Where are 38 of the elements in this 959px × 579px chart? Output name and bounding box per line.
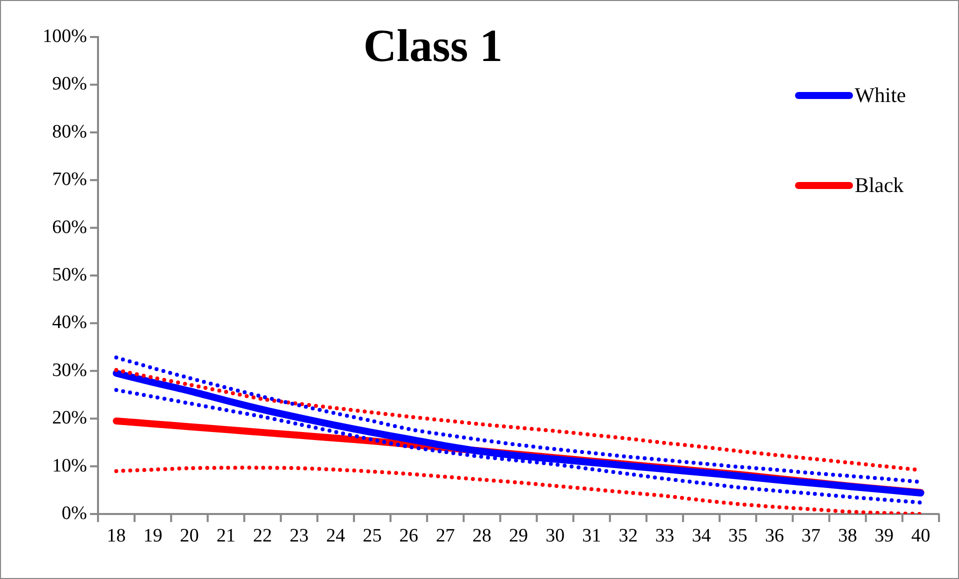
x-tick-label: 28 — [472, 525, 492, 546]
x-tick-label: 39 — [874, 525, 894, 546]
x-tick-label: 18 — [106, 525, 126, 546]
legend-label: White — [854, 82, 906, 108]
x-tick-label: 36 — [764, 525, 784, 546]
x-tick-label: 24 — [326, 525, 346, 546]
x-tick-label: 38 — [838, 525, 858, 546]
x-tick-label: 29 — [509, 525, 528, 546]
x-tick-label: 40 — [911, 525, 930, 546]
y-tick-label: 0% — [62, 502, 88, 524]
chart-title: Class 1 — [362, 19, 504, 72]
y-tick-label: 20% — [52, 408, 88, 429]
legend-label: Black — [854, 172, 904, 198]
line-series — [114, 466, 923, 514]
x-tick-label: 35 — [728, 525, 748, 546]
x-tick-label: 19 — [143, 525, 162, 546]
x-tick-label: 37 — [802, 525, 821, 546]
y-tick-label: 30% — [52, 360, 88, 381]
y-tick-label: 40% — [52, 312, 88, 334]
y-tick-label: 90% — [52, 74, 88, 95]
y-tick-label: 80% — [52, 121, 88, 142]
x-tick-label: 31 — [582, 525, 602, 546]
x-tick-label: 26 — [399, 525, 418, 546]
x-tick-label: 21 — [216, 525, 236, 546]
x-tick-label: 25 — [362, 525, 382, 546]
x-tick-label: 27 — [436, 525, 455, 546]
x-tick-label: 32 — [618, 525, 638, 546]
y-tick-label: 100% — [42, 26, 88, 47]
y-tick-label: 50% — [52, 264, 88, 286]
y-tick-label: 60% — [52, 216, 88, 238]
x-tick-label: 23 — [290, 525, 309, 546]
x-tick-label: 22 — [253, 525, 272, 546]
y-tick-label: 10% — [52, 455, 88, 476]
y-tick-label: 70% — [52, 169, 88, 190]
x-tick-label: 34 — [692, 525, 712, 546]
x-tick-label: 20 — [180, 525, 199, 546]
x-tick-label: 33 — [655, 525, 674, 546]
x-tick-label: 30 — [546, 525, 565, 546]
